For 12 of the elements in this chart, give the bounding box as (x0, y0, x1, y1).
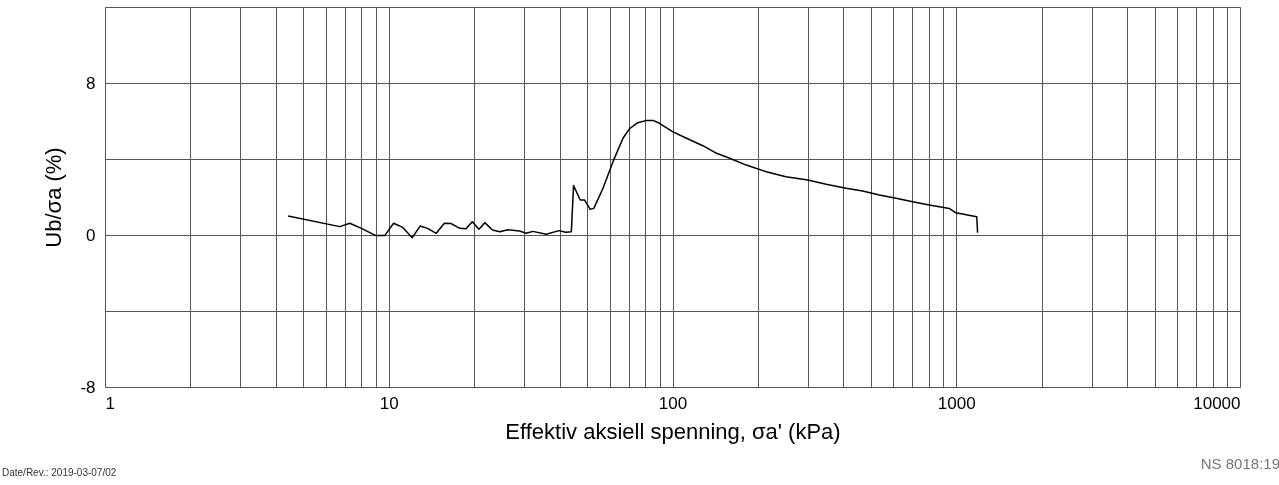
x-tick-label: 1 (105, 393, 115, 413)
text: NS 8018:19 (1200, 455, 1279, 472)
y-tick-label: -8 (80, 377, 96, 397)
y-tick-label: 8 (86, 73, 96, 93)
x-tick-label: 100 (658, 393, 688, 413)
text: Date/Rev.: 2019-03-07/02 (2, 467, 117, 478)
y-axis-title: Ub/σa (%) (41, 147, 67, 248)
y-tick-label: 0 (86, 225, 96, 245)
x-axis-title: Effektiv aksiell spenning, σa' (kPa) (505, 418, 841, 444)
x-tick-label: 10000 (1193, 393, 1241, 413)
x-tick-label: 1000 (937, 393, 976, 413)
x-tick-label: 10 (379, 393, 399, 413)
